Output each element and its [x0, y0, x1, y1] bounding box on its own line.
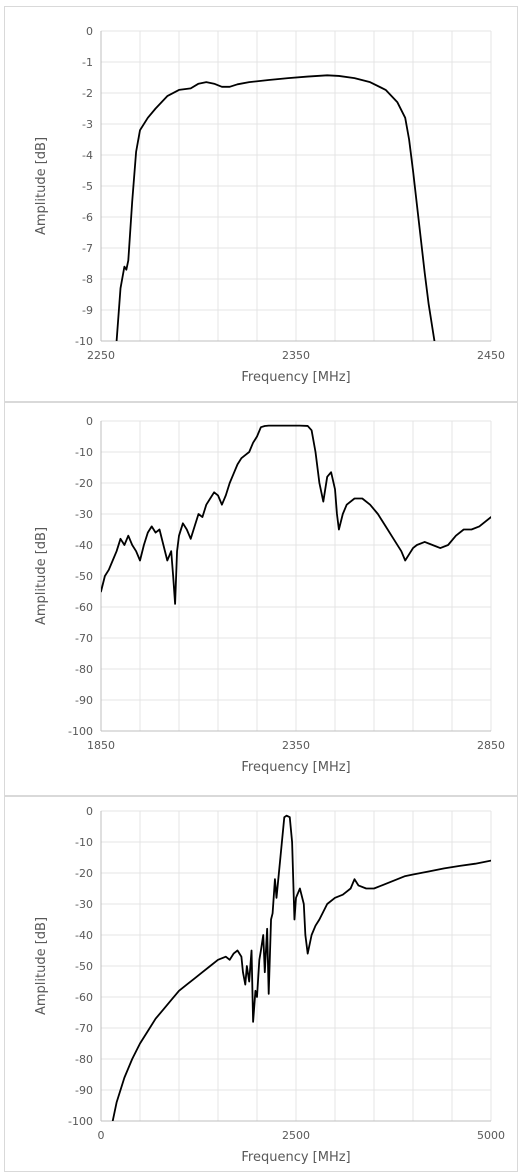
chart-1-y-tick-label: -4: [82, 149, 93, 162]
chart-2-series-line: [101, 424, 491, 605]
chart-1-y-tick-label: -7: [82, 242, 93, 255]
chart-2-y-tick-label: -20: [75, 477, 93, 490]
chart-2-y-tick-label: -90: [75, 694, 93, 707]
chart-1-y-tick-label: -2: [82, 87, 93, 100]
chart-3-y-tick-label: 0: [86, 805, 93, 818]
chart-1-x-tick-label: 2250: [87, 349, 115, 362]
chart-1-x-tick-label: 2350: [282, 349, 310, 362]
chart-3-y-tick-label: -40: [75, 929, 93, 942]
chart-3-gridlines: [100, 810, 492, 1122]
chart-1-y-tick-label: -8: [82, 273, 93, 286]
chart-3-y-tick-label: -80: [75, 1053, 93, 1066]
chart-2-y-tick-label: -80: [75, 663, 93, 676]
chart-2-y-tick-label: -70: [75, 632, 93, 645]
chart-3-y-tick-label: -20: [75, 867, 93, 880]
chart-3-y-tick-label: -60: [75, 991, 93, 1004]
chart-1-y-tick-label: -1: [82, 56, 93, 69]
chart-1-y-tick-label: -6: [82, 211, 93, 224]
chart-1-y-tick-label: -9: [82, 304, 93, 317]
chart-2-x-axis-title: Frequency [MHz]: [241, 760, 350, 775]
chart-1-y-tick-label: -5: [82, 180, 93, 193]
chart-1-y-tick-label: 0: [86, 25, 93, 38]
chart-3-y-tick-label: -10: [75, 836, 93, 849]
chart-1-y-tick-label: -10: [75, 335, 93, 348]
chart-2-y-axis-title: Amplitude [dB]: [34, 527, 49, 625]
chart-3-y-tick-label: -70: [75, 1022, 93, 1035]
chart-2-x-tick-label: 1850: [87, 739, 115, 752]
chart-3-y-axis-title: Amplitude [dB]: [34, 917, 49, 1015]
chart-2-gridlines: [100, 420, 492, 732]
chart-panel-1: 0 -1 -2 -3 -4 -5 -6 -7 -8 -9 -10 2250 2350 2450 Freque…: [4, 6, 518, 402]
chart-1-y-tick-label: -3: [82, 118, 93, 131]
chart-3-series-line: [111, 814, 491, 1121]
chart-2-y-tick-label: -30: [75, 508, 93, 521]
chart-1-series-line: [115, 74, 436, 341]
chart-1-y-axis-title: Amplitude [dB]: [34, 137, 49, 235]
chart-panel-3: 0 -10 -20 -30 -40 -50 -60 -70 -80 -90 -100 0 2500 500…: [4, 796, 518, 1172]
chart-3-x-axis-title: Frequency [MHz]: [241, 1150, 350, 1165]
chart-2-y-tick-label: -50: [75, 570, 93, 583]
chart-2-y-tick-label: -40: [75, 539, 93, 552]
chart-2-y-tick-label: -60: [75, 601, 93, 614]
chart-3-svg: 0 -10 -20 -30 -40 -50 -60 -70 -80 -90 -100 0 2500 500…: [34, 805, 505, 1165]
chart-1-x-tick-label: 2450: [477, 349, 505, 362]
chart-3-y-tick-label: -30: [75, 898, 93, 911]
chart-3-y-tick-label: -90: [75, 1084, 93, 1097]
chart-2-x-tick-label: 2350: [282, 739, 310, 752]
chart-3-x-tick-label: 5000: [477, 1129, 505, 1142]
chart-3-y-tick-label: -100: [68, 1115, 93, 1128]
chart-3-x-tick-label: 2500: [282, 1129, 310, 1142]
chart-2-x-tick-label: 2850: [477, 739, 505, 752]
chart-1-x-axis-title: Frequency [MHz]: [241, 370, 350, 385]
chart-2-y-tick-label: 0: [86, 415, 93, 428]
chart-2-y-tick-label: -100: [68, 725, 93, 738]
chart-3-x-tick-label: 0: [98, 1129, 105, 1142]
chart-panel-2: 0 -10 -20 -30 -40 -50 -60 -70 -80 -90 -100 1850 2350…: [4, 402, 518, 796]
chart-3-y-tick-label: -50: [75, 960, 93, 973]
chart-2-y-tick-label: -10: [75, 446, 93, 459]
